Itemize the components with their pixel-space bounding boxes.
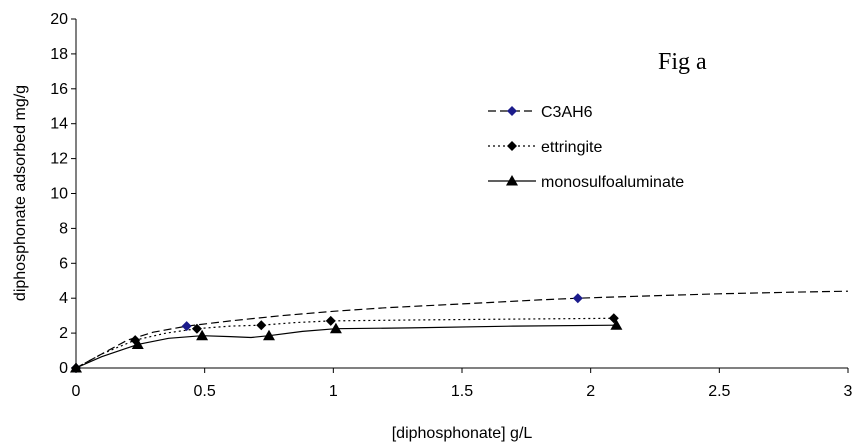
- y-tick-label: 12: [50, 151, 68, 168]
- data-point-monosulfoaluminate: [196, 329, 209, 341]
- series-line-c3ah6: [75, 290, 849, 369]
- series-ettringite: [71, 313, 619, 373]
- legend: C3AH6 ettringite monosulfoaluminate: [488, 104, 684, 191]
- legend-marker-ettringite: [507, 141, 517, 151]
- legend-marker-monosulfoaluminate: [506, 175, 518, 186]
- y-tick-label: 2: [59, 325, 68, 342]
- x-tick-label: 0: [72, 383, 81, 400]
- y-tick-label: 6: [59, 255, 68, 272]
- x-tick-label: 2: [586, 383, 595, 400]
- legend-label-ettringite: ettringite: [541, 139, 602, 156]
- data-point-monosulfoaluminate: [70, 362, 82, 373]
- y-tick-label: 8: [59, 220, 68, 237]
- y-tick-label: 4: [59, 290, 68, 307]
- data-point-ettringite: [191, 323, 202, 334]
- legend-item-ettringite: ettringite: [488, 139, 602, 156]
- figure-annotation: Fig a: [658, 49, 707, 75]
- legend-item-monosulfoaluminate: monosulfoaluminate: [488, 174, 684, 191]
- data-point-c3ah6: [572, 293, 583, 304]
- data-point-ettringite: [256, 320, 267, 331]
- data-point-monosulfoaluminate: [131, 338, 144, 349]
- y-axis-title: diphosphonate adsorbed mg/g: [12, 85, 29, 301]
- data-point-monosulfoaluminate: [329, 322, 342, 334]
- legend-label-monosulfoaluminate: monosulfoaluminate: [541, 174, 684, 191]
- series-layer: [70, 290, 849, 373]
- x-tick-label: 2.5: [708, 383, 730, 400]
- x-tick-label: 0.5: [194, 383, 216, 400]
- y-tick-label: 14: [50, 116, 68, 133]
- x-tick-label: 1.5: [451, 383, 473, 400]
- series-c3ah6: [71, 290, 849, 373]
- series-monosulfoaluminate: [70, 319, 623, 373]
- y-tick-label: 18: [50, 46, 68, 63]
- legend-item-c3ah6: C3AH6: [488, 104, 593, 121]
- x-axis-title: [diphosphonate] g/L: [392, 425, 533, 442]
- data-point-monosulfoaluminate: [610, 319, 623, 330]
- y-tick-label: 20: [50, 11, 68, 28]
- data-point-c3ah6: [181, 321, 192, 332]
- legend-label-c3ah6: C3AH6: [541, 104, 593, 121]
- y-tick-label: 16: [50, 81, 68, 98]
- x-tick-label: 3: [844, 383, 853, 400]
- legend-marker-c3ah6: [507, 106, 517, 116]
- axes: 0 2 4 6 8 10 12 14 16 18 20 0 0.5 1 1.5 2 2.5 3: [50, 11, 852, 400]
- y-tick-label: 10: [50, 186, 68, 203]
- data-point-ettringite: [325, 315, 336, 326]
- y-tick-label: 0: [59, 360, 68, 377]
- data-point-monosulfoaluminate: [263, 329, 275, 341]
- x-tick-label: 1: [329, 383, 338, 400]
